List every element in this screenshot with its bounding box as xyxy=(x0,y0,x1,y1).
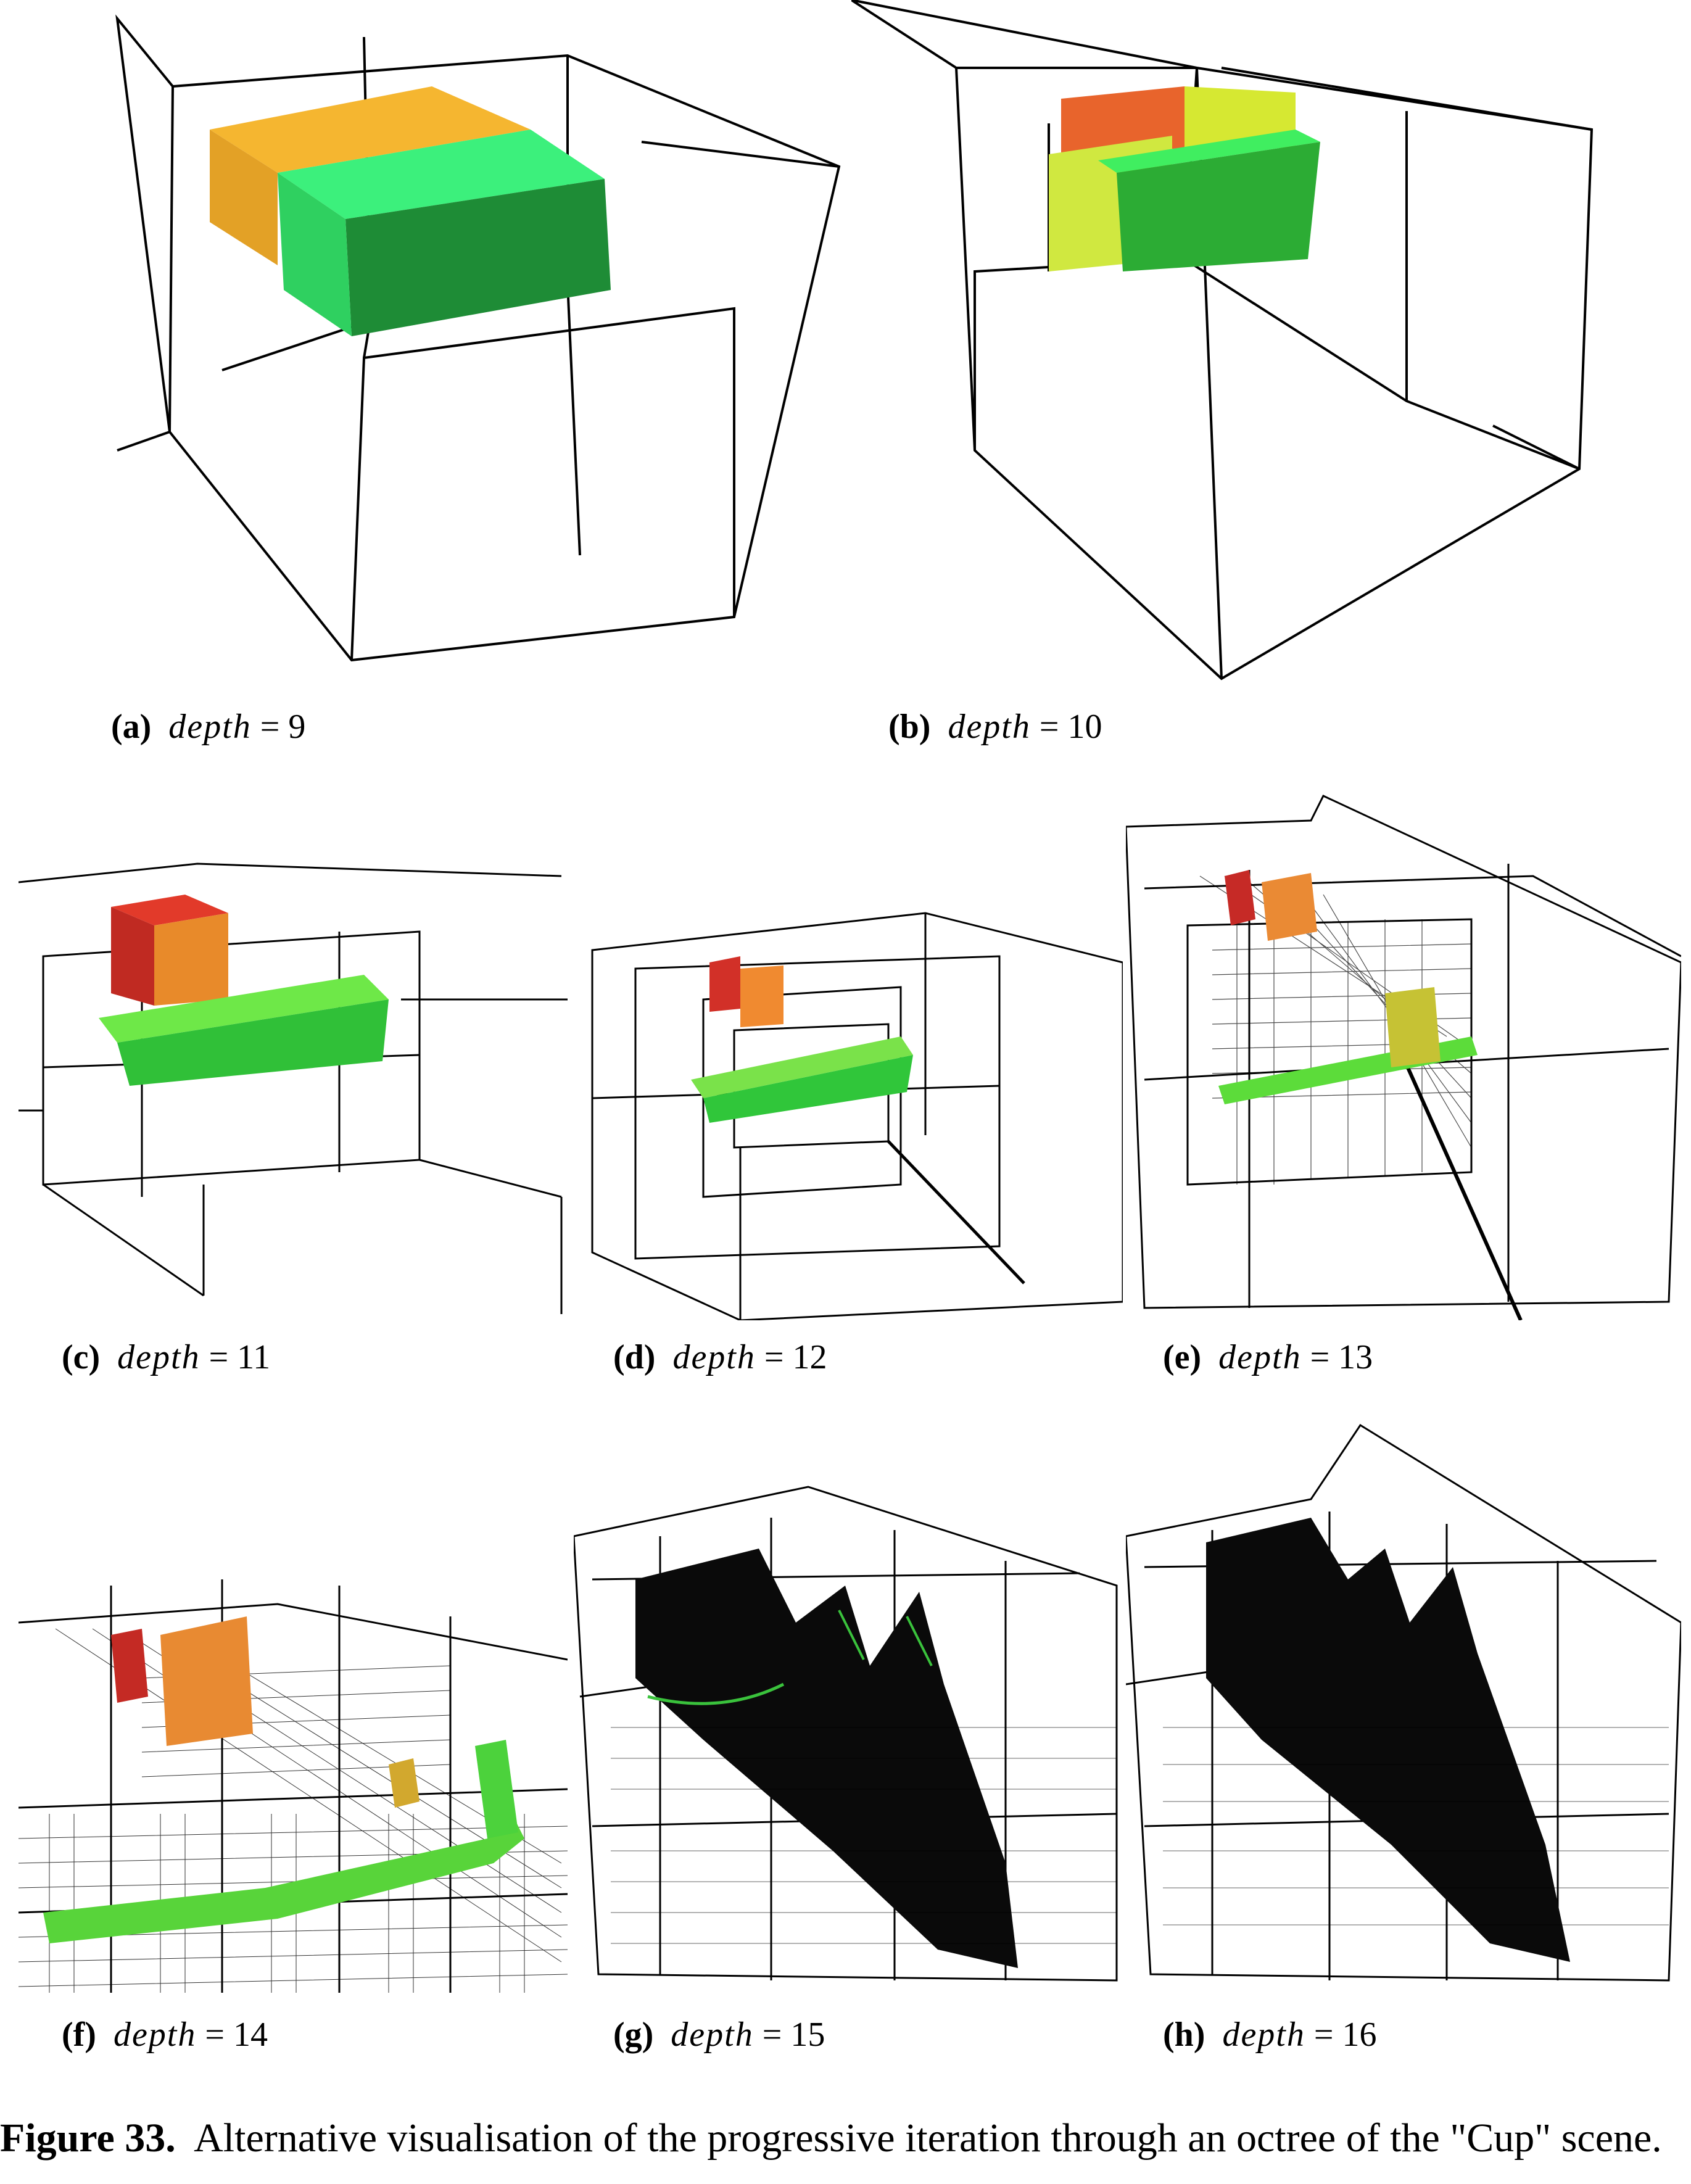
caption-c-label: (c) xyxy=(62,1338,101,1376)
octree-depth-12-image xyxy=(591,912,1123,1320)
octree-depth-15-image xyxy=(574,1486,1118,1982)
panel-e-render xyxy=(1126,790,1681,1320)
caption-e: (e) depth = 13 xyxy=(1163,1340,1373,1375)
panel-g-render xyxy=(574,1481,1123,1993)
caption-g: (g) depth = 15 xyxy=(613,2017,825,2052)
caption-c-value: 11 xyxy=(237,1338,271,1376)
caption-a-label: (a) xyxy=(111,708,152,746)
caption-d-var: depth xyxy=(672,1338,756,1376)
figure-number: Figure 33. xyxy=(0,2116,176,2161)
octree-depth-10-image xyxy=(851,0,1594,680)
figure-caption-text: Alternative visualisation of the progres… xyxy=(194,2116,1662,2161)
caption-c-eq: = xyxy=(209,1338,229,1376)
caption-b-value: 10 xyxy=(1067,708,1102,746)
caption-d: (d) depth = 12 xyxy=(613,1340,827,1375)
caption-g-value: 15 xyxy=(790,2016,825,2054)
caption-h-label: (h) xyxy=(1163,2016,1205,2054)
panel-h-render xyxy=(1126,1419,1681,1993)
caption-g-eq: = xyxy=(762,2016,782,2054)
caption-h: (h) depth = 16 xyxy=(1163,2017,1376,2052)
caption-h-value: 16 xyxy=(1342,2016,1377,2054)
caption-b-label: (b) xyxy=(888,708,931,746)
caption-h-eq: = xyxy=(1313,2016,1334,2054)
caption-c: (c) depth = 11 xyxy=(62,1340,270,1375)
caption-d-value: 12 xyxy=(792,1338,827,1376)
caption-e-label: (e) xyxy=(1163,1338,1202,1376)
octree-depth-13-image xyxy=(1126,795,1681,1320)
octree-depth-9-image xyxy=(115,14,841,662)
caption-a: (a) depth = 9 xyxy=(111,709,305,744)
caption-g-label: (g) xyxy=(613,2016,654,2054)
panel-f-render xyxy=(19,1493,568,1993)
caption-h-var: depth xyxy=(1222,2016,1305,2054)
caption-a-var: depth xyxy=(168,708,252,746)
caption-f-eq: = xyxy=(205,2016,225,2054)
panel-d-render xyxy=(580,876,1123,1320)
caption-e-var: depth xyxy=(1218,1338,1302,1376)
caption-d-label: (d) xyxy=(613,1338,656,1376)
caption-e-value: 13 xyxy=(1338,1338,1373,1376)
caption-f-label: (f) xyxy=(62,2016,96,2054)
figure-caption: Figure 33. Alternative visualisation of … xyxy=(0,2115,1662,2162)
octree-depth-14-image xyxy=(19,1579,568,1993)
caption-a-value: 9 xyxy=(288,708,306,746)
panel-b-render xyxy=(851,0,1616,685)
panel-a-render xyxy=(99,0,851,679)
caption-b-var: depth xyxy=(948,708,1031,746)
panel-c-render xyxy=(19,814,568,1314)
caption-f-var: depth xyxy=(113,2016,197,2054)
caption-d-eq: = xyxy=(764,1338,784,1376)
caption-e-eq: = xyxy=(1310,1338,1330,1376)
octree-depth-11-image xyxy=(19,862,568,1314)
octree-depth-16-image xyxy=(1126,1423,1681,1982)
caption-c-var: depth xyxy=(117,1338,201,1376)
caption-a-eq: = xyxy=(260,708,280,746)
caption-b-eq: = xyxy=(1039,708,1059,746)
caption-g-var: depth xyxy=(671,2016,754,2054)
caption-f: (f) depth = 14 xyxy=(62,2017,268,2052)
caption-b: (b) depth = 10 xyxy=(888,709,1102,744)
caption-f-value: 14 xyxy=(233,2016,268,2054)
